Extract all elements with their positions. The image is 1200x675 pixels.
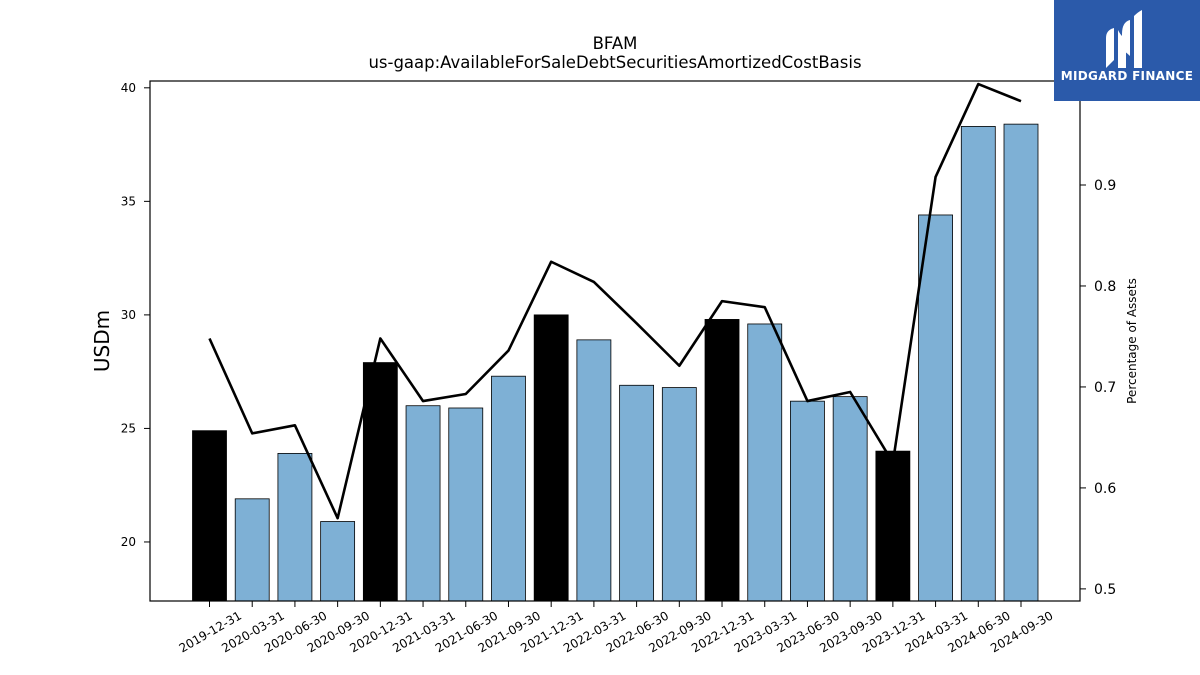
y-tick-label: 25 [121, 421, 136, 435]
plot-frame [149, 80, 1081, 602]
y2-tick-label: 0.6 [1094, 481, 1116, 497]
y2-tick-label: 0.7 [1094, 380, 1116, 396]
right-axis: 0.50.60.70.80.91.0 [1080, 77, 1116, 598]
bar-2020-09-30 [320, 521, 356, 602]
bar-2023-09-30 [832, 396, 868, 602]
bar-2020-06-30 [277, 452, 313, 602]
x-axis: 2019-12-312020-03-312020-06-302020-09-30… [177, 601, 1056, 655]
midgard-logo-icon [1106, 10, 1142, 68]
y-axis-label: USDm [90, 310, 114, 372]
y2-tick-label: 0.5 [1094, 582, 1116, 598]
bar-2022-03-31 [576, 339, 612, 602]
line-layer [208, 82, 1022, 520]
y-tick-label: 30 [121, 308, 136, 322]
bar-2021-03-31 [405, 405, 441, 602]
y2-tick-label: 0.9 [1094, 178, 1116, 194]
bar-2021-12-31 [533, 314, 569, 602]
chart-subtitle: us-gaap:AvailableForSaleDebtSecuritiesAm… [368, 53, 861, 72]
y-tick-label: 20 [121, 535, 136, 549]
bar-2022-06-30 [619, 384, 655, 602]
bar-2024-03-31 [918, 214, 953, 602]
bar-2022-12-31 [704, 319, 740, 602]
y2-axis-label: Percentage of Assets [1125, 278, 1139, 404]
bar-2023-06-30 [790, 400, 825, 602]
bar-2021-06-30 [448, 407, 484, 602]
bar-2022-09-30 [661, 387, 697, 602]
y-tick-label: 35 [121, 194, 136, 208]
brand-logo: MIDGARD FINANCE [1054, 0, 1200, 101]
bar-2024-09-30 [1003, 123, 1039, 602]
bar-2023-12-31 [875, 450, 911, 602]
bar-2021-09-30 [491, 375, 526, 602]
percentage-line [208, 82, 1022, 520]
bar-2024-06-30 [960, 126, 996, 602]
y-tick-label: 40 [121, 81, 136, 95]
bar-2020-12-31 [362, 362, 398, 602]
left-axis: 20 25 30 35 40 [121, 81, 150, 549]
chart-title: BFAM [593, 34, 638, 53]
y2-tick-label: 0.8 [1094, 279, 1116, 295]
bar-2020-03-31 [234, 498, 270, 602]
bar-2019-12-31 [192, 430, 227, 602]
bars-layer [192, 123, 1039, 602]
brand-name: MIDGARD FINANCE [1060, 69, 1194, 83]
bar-2023-03-31 [747, 323, 783, 602]
